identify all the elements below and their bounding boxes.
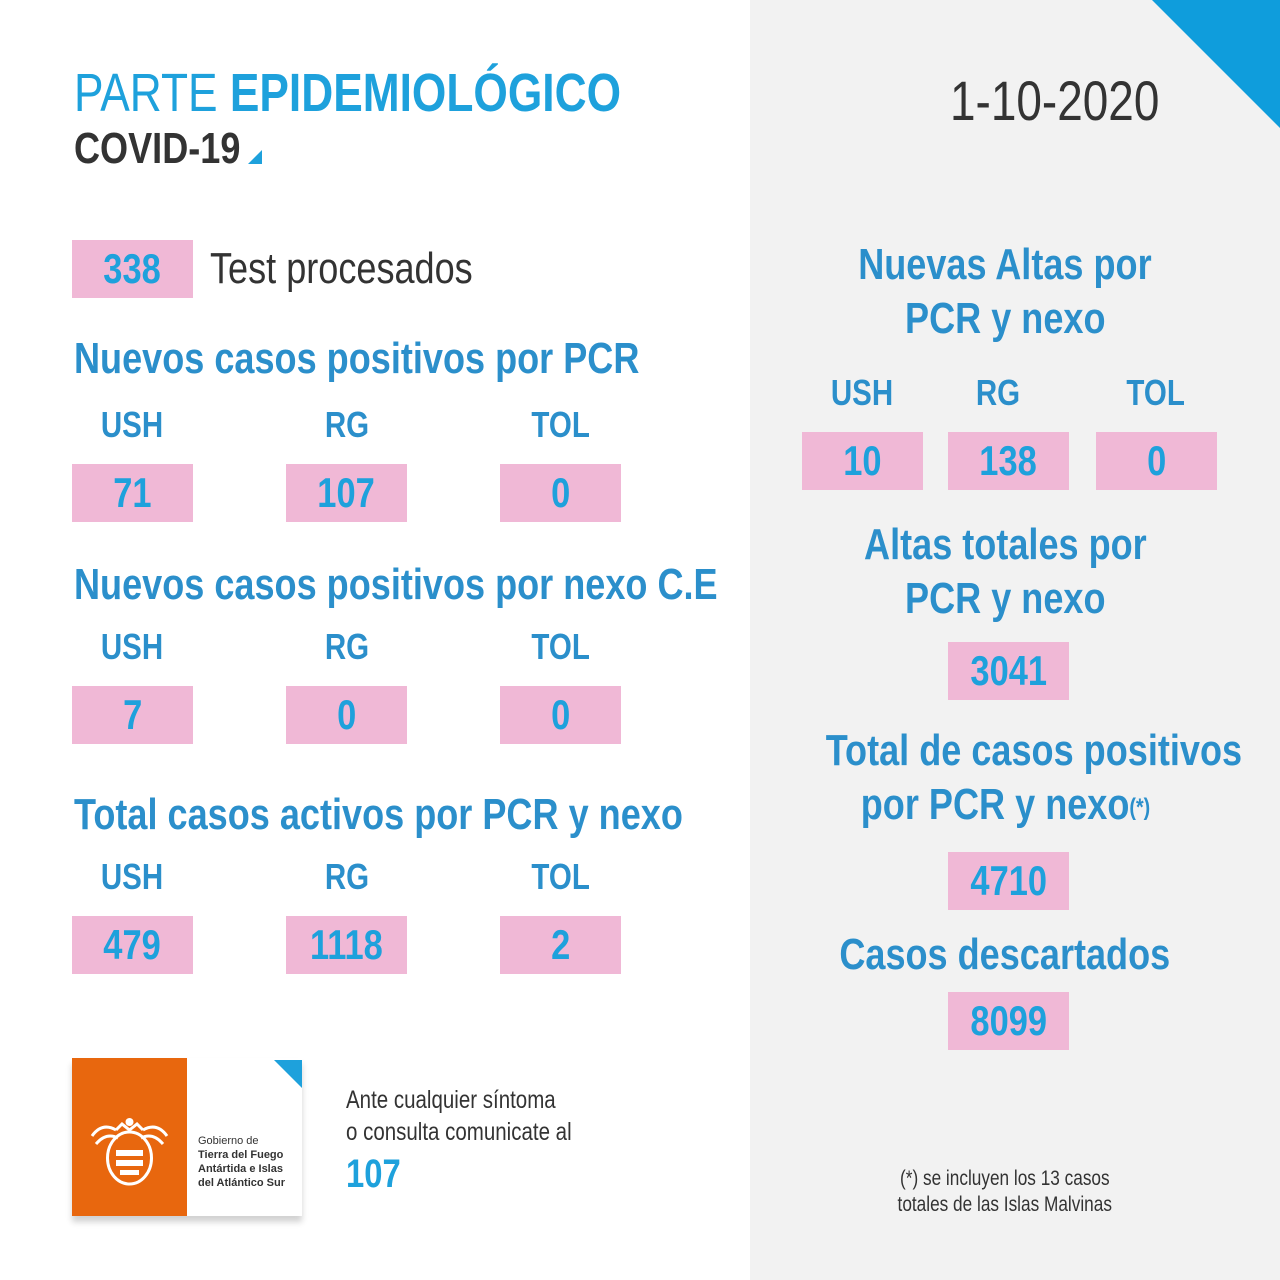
value-box-tol: 2 xyxy=(500,916,621,974)
value-box-tol: 0 xyxy=(1096,432,1217,490)
report-date: 1-10-2020 xyxy=(950,69,1160,132)
logo-emblem-panel xyxy=(72,1058,187,1216)
region-label-rg: RG xyxy=(324,404,369,445)
tests-value: 338 xyxy=(72,240,193,298)
section-title-new-pcr: Nuevos casos positivos por PCR xyxy=(74,334,640,383)
region-label-ush: USH xyxy=(101,626,164,667)
region-label-rg: RG xyxy=(324,856,369,897)
region-label-tol: TOL xyxy=(531,626,590,667)
value-box-ush: 71 xyxy=(72,464,193,522)
altas-nuevas-title-line2: PCR y nexo xyxy=(904,294,1106,343)
section-title-new-nexo: Nuevos casos positivos por nexo C.E xyxy=(74,560,718,609)
value-box-ush: 10 xyxy=(802,432,923,490)
total-positivos-value: 4710 xyxy=(948,852,1069,910)
logo-accent-mark xyxy=(274,1060,302,1088)
contact-phone-number[interactable]: 107 xyxy=(346,1152,401,1196)
value-box-tol: 0 xyxy=(500,464,621,522)
region-label-rg: RG xyxy=(324,626,369,667)
region-label-ush: USH xyxy=(101,404,164,445)
descartados-value: 8099 xyxy=(948,992,1069,1050)
region-label-ush: USH xyxy=(101,856,164,897)
region-label-tol: TOL xyxy=(531,404,590,445)
value-box-rg: 0 xyxy=(286,686,407,744)
value-box-rg: 1118 xyxy=(286,916,407,974)
right-panel xyxy=(750,0,1280,1280)
value-box-rg: 107 xyxy=(286,464,407,522)
total-positivos-title-line2: por PCR y nexo(*) xyxy=(860,780,1150,829)
altas-totales-title-line1: Altas totales por xyxy=(863,520,1147,569)
value-box-rg: 138 xyxy=(948,432,1069,490)
title-bold: EPIDEMIOLÓGICO xyxy=(229,63,622,123)
section-title-active: Total casos activos por PCR y nexo xyxy=(74,790,683,839)
corner-decoration xyxy=(1152,0,1280,128)
coat-of-arms-icon xyxy=(90,1118,169,1186)
title-accent-mark xyxy=(248,150,262,164)
altas-nuevas-title-line1: Nuevas Altas por xyxy=(858,240,1152,289)
value-box-ush: 7 xyxy=(72,686,193,744)
title-light: PARTE xyxy=(74,63,230,123)
region-label-rg: RG xyxy=(975,372,1020,413)
value-box-ush: 479 xyxy=(72,916,193,974)
descartados-title: Casos descartados xyxy=(839,930,1171,979)
tests-label: Test procesados xyxy=(210,244,473,293)
value-box-tol: 0 xyxy=(500,686,621,744)
region-label-ush: USH xyxy=(831,372,894,413)
total-positivos-title-line1: Total de casos positivos xyxy=(825,726,1243,775)
footnote-mark: (*) xyxy=(1128,794,1150,821)
logo-text: Gobierno de Tierra del Fuego Antártida e… xyxy=(198,1135,285,1189)
government-logo: Gobierno de Tierra del Fuego Antártida e… xyxy=(72,1058,302,1216)
contact-text: Ante cualquier síntoma o consulta comuni… xyxy=(346,1086,572,1146)
region-label-tol: TOL xyxy=(1126,372,1185,413)
region-label-tol: TOL xyxy=(531,856,590,897)
altas-totales-value: 3041 xyxy=(948,642,1069,700)
page-title: PARTE EPIDEMIOLÓGICO xyxy=(74,62,741,124)
altas-totales-title-line2: PCR y nexo xyxy=(904,574,1106,623)
page-subtitle: COVID-19 xyxy=(74,124,241,173)
footnote: (*) se incluyen los 13 casos totales de … xyxy=(897,1167,1113,1216)
